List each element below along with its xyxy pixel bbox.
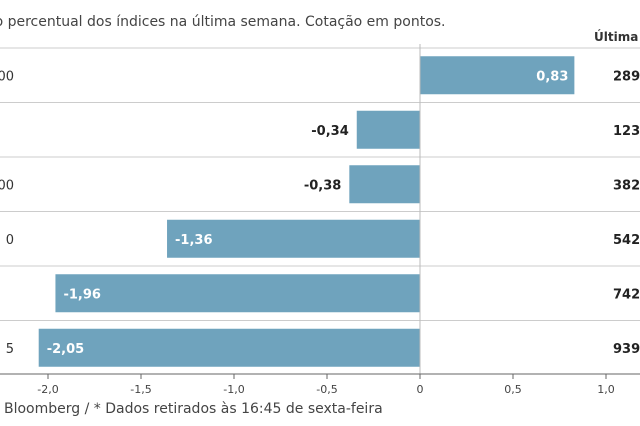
row-name-label: 600 bbox=[0, 178, 14, 193]
x-tick-label: -1,5 bbox=[130, 383, 151, 396]
last-quote-value: 2898 bbox=[613, 69, 640, 84]
bar bbox=[167, 219, 420, 258]
bar-value-label: -0,34 bbox=[311, 124, 348, 139]
row-name-label: 5 bbox=[6, 342, 14, 357]
last-quote-value: 939 bbox=[613, 342, 640, 357]
source-note: Bloomberg / * Dados retirados às 16:45 d… bbox=[4, 401, 383, 417]
last-quote-value: 12357 bbox=[613, 124, 640, 139]
bar bbox=[420, 56, 575, 95]
x-tick-label: -0,5 bbox=[316, 383, 337, 396]
x-tick-label: 0 bbox=[417, 383, 424, 396]
x-tick-label: -1,0 bbox=[223, 383, 244, 396]
bars-group: 0,83 -0,34 -0,38 -1,36 -1,96 -2,05 bbox=[38, 56, 575, 367]
chart-subtitle: ão percentual dos índices na última sema… bbox=[0, 14, 446, 30]
row-separators bbox=[0, 47, 640, 321]
row-names-group: 00 600 0 5 bbox=[0, 69, 14, 357]
bar-value-label: -0,38 bbox=[304, 178, 341, 193]
bar bbox=[55, 274, 420, 313]
row-name-label: 0 bbox=[6, 233, 14, 248]
x-tick-label: 1,0 bbox=[597, 383, 615, 396]
bar bbox=[38, 328, 420, 367]
row-name-label: 00 bbox=[0, 69, 14, 84]
x-tick-label: 0,5 bbox=[504, 383, 522, 396]
last-quote-column-title: Última c bbox=[594, 30, 640, 44]
bar-value-label: -1,36 bbox=[175, 233, 212, 248]
bar-value-label: -1,96 bbox=[63, 287, 100, 302]
x-tick-label: -2,0 bbox=[37, 383, 58, 396]
bar bbox=[349, 165, 420, 204]
last-quote-value: 5422 bbox=[613, 233, 640, 248]
bar-value-label: -2,05 bbox=[47, 342, 84, 357]
bar bbox=[356, 110, 420, 149]
bar-value-label: 0,83 bbox=[536, 69, 568, 84]
last-quote-value: 382 bbox=[613, 178, 640, 193]
x-axis-ticks: -2,0 -1,5 -1,0 -0,5 0 0,5 1,0 bbox=[37, 374, 615, 396]
